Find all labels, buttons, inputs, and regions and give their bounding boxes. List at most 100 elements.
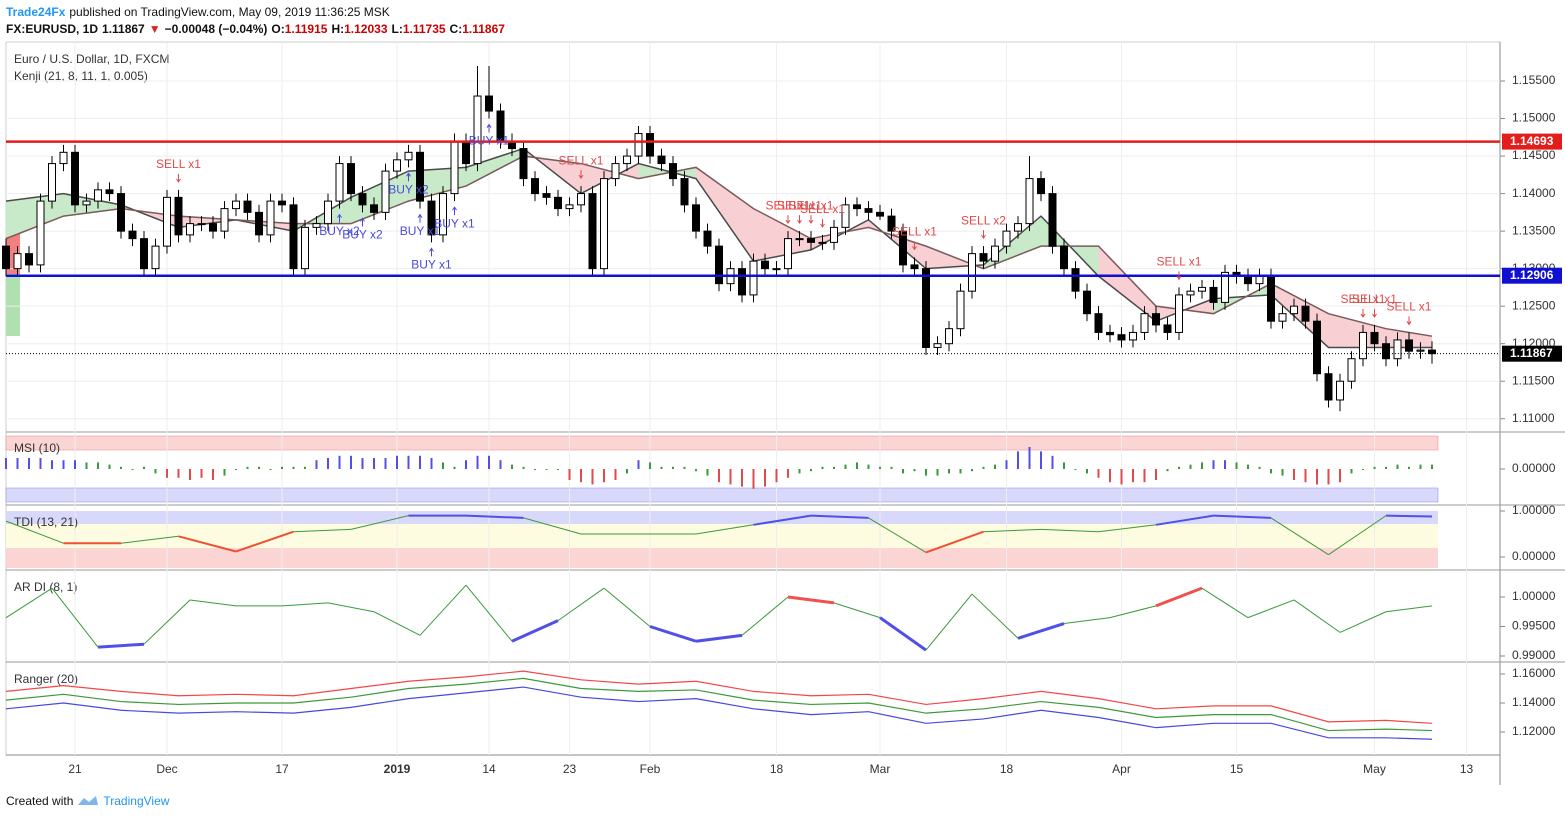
price-label-box bbox=[1502, 345, 1562, 362]
y-tick-label: 1.12500 bbox=[1512, 298, 1556, 312]
published: published on TradingView.com, May 09, 20… bbox=[69, 5, 390, 19]
kenji-cloud bbox=[1098, 246, 1156, 322]
msi-bar bbox=[683, 466, 686, 469]
candle-body bbox=[979, 253, 988, 262]
footer: Created with TradingView bbox=[6, 794, 169, 808]
msi-bar bbox=[936, 469, 939, 476]
candle-body bbox=[1313, 320, 1321, 375]
msi-bar bbox=[959, 469, 962, 474]
msi-bar bbox=[775, 469, 778, 483]
candle-body bbox=[853, 204, 861, 210]
x-tick-label: 14 bbox=[482, 762, 496, 776]
msi-bar bbox=[1143, 469, 1146, 483]
arrow: ▼ bbox=[148, 22, 161, 36]
msi-bar bbox=[706, 469, 709, 476]
indicator-segment bbox=[465, 514, 524, 519]
candle-body bbox=[588, 193, 597, 270]
msi-bar bbox=[890, 466, 893, 469]
candle-body bbox=[1405, 339, 1413, 352]
indicator-segment bbox=[603, 587, 651, 627]
candle-body bbox=[657, 155, 666, 165]
pane-title: Ranger (20) bbox=[14, 672, 78, 686]
x-tick-label: 23 bbox=[563, 762, 577, 776]
candle-body bbox=[680, 178, 689, 206]
msi-bar bbox=[798, 469, 801, 474]
msi-bar bbox=[419, 455, 421, 469]
candle-body bbox=[13, 253, 22, 270]
y-tick-label: 1.12000 bbox=[1512, 724, 1556, 738]
msi-bar bbox=[338, 455, 341, 469]
indicator-segment bbox=[1155, 586, 1203, 608]
x-tick-label: Dec bbox=[156, 762, 177, 776]
candle-body bbox=[2, 245, 10, 270]
publisher[interactable]: Trade24Fx bbox=[6, 5, 66, 19]
candle-body bbox=[1428, 349, 1436, 355]
signal-label: SELL x1 bbox=[1387, 300, 1432, 314]
price-label-box bbox=[1502, 267, 1562, 284]
signal-arrow bbox=[1406, 316, 1412, 326]
msi-bar bbox=[614, 469, 617, 480]
candle-body bbox=[416, 151, 424, 202]
candle-body bbox=[347, 163, 355, 195]
x-tick-label: 21 bbox=[68, 762, 82, 776]
y-tick-label: 0.99500 bbox=[1512, 619, 1556, 633]
msi-bar bbox=[39, 458, 42, 469]
y-tick-label: 1.11500 bbox=[1512, 373, 1555, 387]
msi-bar bbox=[212, 469, 214, 480]
candle-body bbox=[749, 260, 758, 296]
msi-bar bbox=[557, 469, 559, 470]
price-label: 1.14693 bbox=[1510, 134, 1554, 148]
indicator-segment bbox=[1017, 622, 1065, 640]
y-tick-label: 1.15000 bbox=[1512, 111, 1556, 125]
msi-bar bbox=[476, 455, 479, 469]
candle-body bbox=[922, 268, 930, 348]
signal-label: SELL x2 bbox=[961, 213, 1006, 227]
msi-bar bbox=[1005, 460, 1008, 469]
candle-body bbox=[105, 189, 114, 195]
msi-bar bbox=[856, 462, 858, 469]
y-tick-label: 0.00000 bbox=[1512, 461, 1556, 475]
msi-bar bbox=[1408, 466, 1410, 469]
ohlc-c: 1.11867 bbox=[462, 22, 505, 36]
candle-body bbox=[163, 196, 171, 247]
signal-label: SELL x1 bbox=[800, 202, 845, 216]
msi-bar bbox=[752, 469, 755, 489]
pane-title: TDI (13, 21) bbox=[14, 515, 78, 529]
msi-bar bbox=[1258, 466, 1261, 469]
msi-bar bbox=[430, 458, 433, 469]
tdi-mid-band bbox=[6, 524, 1438, 548]
signal-label: SELL x1 bbox=[1341, 292, 1386, 306]
candle-body bbox=[301, 226, 309, 270]
msi-bar bbox=[925, 469, 927, 476]
msi-bar bbox=[465, 460, 467, 469]
msi-bar bbox=[718, 469, 720, 483]
candle-body bbox=[772, 268, 781, 271]
candle-body bbox=[485, 95, 493, 112]
candle-body bbox=[554, 196, 562, 210]
signal-arrow bbox=[337, 213, 342, 223]
created-with: Created with bbox=[6, 794, 74, 808]
candle-body bbox=[128, 230, 137, 240]
msi-bar bbox=[1051, 455, 1054, 469]
ohlc-o-l: O: bbox=[271, 22, 285, 36]
y-tick-label: 0.99000 bbox=[1512, 648, 1556, 662]
ranger-line bbox=[5, 677, 1433, 732]
candle-body bbox=[1071, 268, 1080, 292]
candle-body bbox=[1278, 313, 1287, 322]
candle-body bbox=[232, 200, 240, 210]
indicator-segment bbox=[327, 602, 375, 613]
ohlc-h-l: H: bbox=[331, 22, 345, 36]
candle-body bbox=[1025, 178, 1034, 225]
indicator-segment bbox=[350, 515, 409, 530]
indicator-segment bbox=[5, 520, 64, 544]
msi-bar bbox=[833, 466, 835, 469]
msi-bar bbox=[660, 466, 663, 469]
signal-arrow bbox=[417, 213, 423, 223]
pane-title: AR DI (8, 1) bbox=[14, 580, 77, 594]
candle-body bbox=[623, 155, 631, 165]
brand[interactable]: TradingView bbox=[103, 794, 170, 808]
signal-label: SELL x1 bbox=[777, 198, 822, 212]
candle-body bbox=[335, 163, 344, 202]
signal-arrow bbox=[1176, 271, 1182, 281]
